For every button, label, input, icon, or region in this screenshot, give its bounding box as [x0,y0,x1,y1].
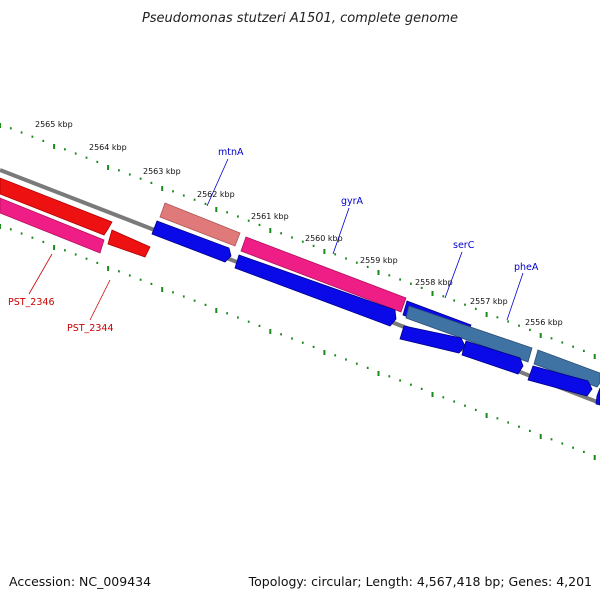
kbp-label: 2556 kbp [525,318,563,327]
gene-feature-blue-4[interactable] [461,340,524,375]
kbp-label: 2565 kbp [35,120,73,129]
accession-text: Accession: NC_009434 [9,574,151,589]
leader-line-gyrA [332,207,350,255]
kbp-label: 2564 kbp [89,143,127,152]
gene-label-mtnA[interactable]: mtnA [218,147,244,158]
gene-label-pheA[interactable]: pheA [514,262,539,273]
gene-feature-steel-1[interactable] [405,305,533,363]
gene-feature-pink-1[interactable] [0,197,105,254]
leader-line-mtnA [206,158,229,207]
gene-label-gyrA[interactable]: gyrA [341,196,364,207]
gene-label-PST_2344[interactable]: PST_2344 [67,323,114,334]
kbp-label: 2563 kbp [143,167,181,176]
tick-rings [0,123,596,460]
kbp-label: 2562 kbp [197,190,235,199]
genome-summary-text: Topology: circular; Length: 4,567,418 bp… [248,574,592,589]
kbp-label: 2558 kbp [415,278,453,287]
gene-feature-red-1[interactable] [0,177,113,236]
gene-feature-blue-2[interactable] [234,254,397,327]
gene-feature-red-2[interactable] [107,229,151,258]
leader-line-serC [444,251,463,299]
kbp-label: 2561 kbp [251,212,289,221]
gene-labels: mtnA gyrA serC pheA PST_2346 PST_2344 [8,147,539,334]
gene-features [0,177,600,406]
kbp-label: 2559 kbp [360,256,398,265]
gene-feature-salmon[interactable] [159,202,241,247]
leader-line-pheA [506,272,524,321]
gene-feature-blue-1[interactable] [151,220,232,263]
map-title: Pseudomonas stutzeri A1501, complete gen… [142,11,458,26]
gene-feature-blue-6[interactable] [595,387,600,406]
gene-label-serC[interactable]: serC [453,240,475,251]
kbp-label: 2560 kbp [305,234,343,243]
gene-feature-pink-2[interactable] [240,236,407,313]
kbp-label: 2557 kbp [470,297,508,306]
gene-feature-steel-2[interactable] [533,349,600,388]
gene-label-PST_2346[interactable]: PST_2346 [8,297,55,308]
kbp-labels: 2565 kbp 2564 kbp 2563 kbp 2562 kbp 2561… [35,120,563,327]
leader-line-PST_2344 [89,279,111,321]
gene-feature-blue-5[interactable] [527,365,593,397]
leader-line-PST_2346 [28,253,53,295]
gene-feature-blue-3[interactable] [399,325,466,354]
gene-leader-lines [28,158,524,321]
